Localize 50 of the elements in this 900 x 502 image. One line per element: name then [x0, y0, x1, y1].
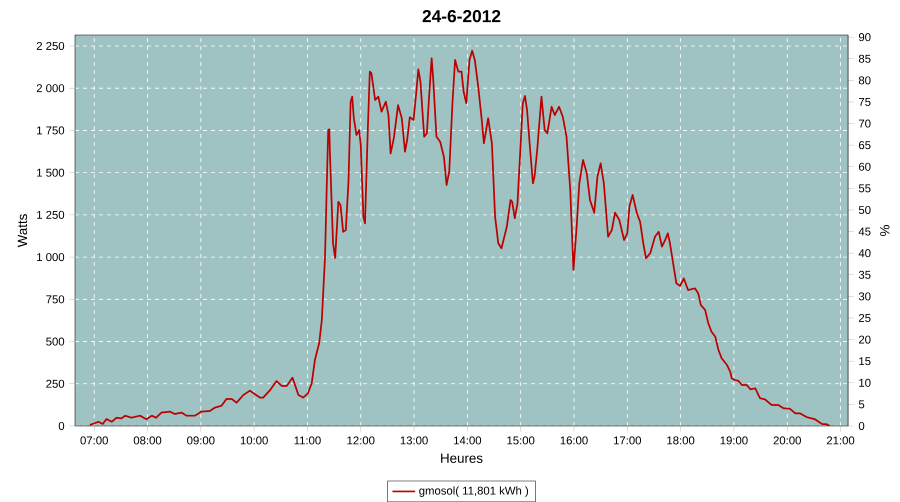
y2-tick-label: 0 [858, 422, 864, 430]
x-tick-label: 15:00 [507, 436, 534, 444]
y-tick-label: 2 250 [36, 42, 64, 50]
y2-tick-label: 90 [858, 33, 871, 42]
y2-tick-label: 25 [858, 314, 871, 322]
x-tick-label: 20:00 [774, 436, 801, 444]
y2-tick-label: 85 [858, 54, 871, 63]
y2-tick-label: 40 [858, 249, 871, 258]
y2-tick-label: 60 [858, 162, 871, 171]
y-axis-title: Watts [18, 214, 28, 248]
y-tick-label: 1 750 [37, 126, 64, 134]
y2-tick-label: 35 [858, 270, 871, 279]
y2-tick-label: 30 [858, 292, 871, 300]
y2-tick-label: 75 [858, 98, 871, 106]
x-tick-label: 12:00 [347, 436, 374, 444]
y-tick-label: 250 [46, 380, 64, 388]
y2-tick-label: 80 [858, 76, 871, 84]
x-tick-label: 19:00 [720, 436, 748, 444]
y2-tick-label: 70 [858, 120, 871, 128]
x-tick-label: 17:00 [614, 436, 642, 444]
y2-tick-label: 20 [858, 336, 871, 344]
x-tick-label: 13:00 [400, 436, 428, 444]
y-tick-label: 750 [46, 295, 64, 304]
y2-tick-label: 50 [858, 206, 871, 214]
y2-tick-label: 5 [858, 400, 864, 408]
x-tick-label: 08:00 [134, 436, 162, 444]
x-tick-label: 11:00 [294, 436, 321, 444]
y2-tick-label: 55 [858, 184, 871, 192]
x-axis-title: Heures [441, 454, 483, 463]
x-tick-label: 18:00 [667, 436, 694, 444]
y2-tick-label: 15 [859, 357, 871, 366]
x-tick-label: 10:00 [240, 436, 268, 444]
chart-title: 24-6-2012 [422, 10, 500, 22]
y2-tick-label: 45 [858, 228, 871, 236]
x-tick-label: 07:00 [80, 436, 108, 444]
y-tick-label: 0 [58, 422, 64, 430]
legend-label: gmosol( 11,801 kWh ) [419, 486, 528, 497]
y2-axis-title: % [880, 224, 890, 236]
line-series [89, 50, 831, 426]
y-tick-label: 1 250 [37, 210, 64, 219]
y-tick-label: 1 500 [37, 168, 64, 177]
y2-tick-label: 65 [858, 141, 871, 150]
y-tick-label: 1 000 [37, 253, 64, 262]
x-tick-label: 14:00 [454, 436, 482, 444]
x-tick-label: 16:00 [560, 436, 588, 444]
y2-tick-label: 10 [859, 378, 871, 387]
x-tick-label: 09:00 [187, 436, 215, 444]
x-tick-label: 21:00 [826, 436, 854, 444]
y-tick-label: 2 000 [36, 84, 64, 92]
y-tick-label: 500 [46, 337, 64, 346]
